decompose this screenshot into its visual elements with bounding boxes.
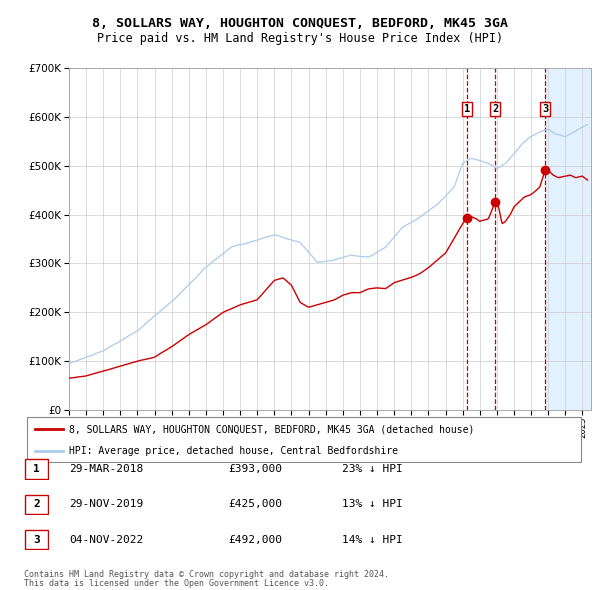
- Text: Contains HM Land Registry data © Crown copyright and database right 2024.: Contains HM Land Registry data © Crown c…: [24, 570, 389, 579]
- Text: 8, SOLLARS WAY, HOUGHTON CONQUEST, BEDFORD, MK45 3GA (detached house): 8, SOLLARS WAY, HOUGHTON CONQUEST, BEDFO…: [69, 424, 474, 434]
- Text: 2: 2: [33, 500, 40, 509]
- Text: 3: 3: [542, 104, 548, 114]
- Text: 04-NOV-2022: 04-NOV-2022: [69, 535, 143, 545]
- Text: 29-MAR-2018: 29-MAR-2018: [69, 464, 143, 474]
- Text: 14% ↓ HPI: 14% ↓ HPI: [342, 535, 403, 545]
- FancyBboxPatch shape: [25, 460, 48, 478]
- Text: 8, SOLLARS WAY, HOUGHTON CONQUEST, BEDFORD, MK45 3GA: 8, SOLLARS WAY, HOUGHTON CONQUEST, BEDFO…: [92, 17, 508, 30]
- Text: £393,000: £393,000: [228, 464, 282, 474]
- Text: 13% ↓ HPI: 13% ↓ HPI: [342, 500, 403, 509]
- Text: HPI: Average price, detached house, Central Bedfordshire: HPI: Average price, detached house, Cent…: [69, 446, 398, 456]
- Text: 29-NOV-2019: 29-NOV-2019: [69, 500, 143, 509]
- Text: 1: 1: [464, 104, 470, 114]
- Text: 23% ↓ HPI: 23% ↓ HPI: [342, 464, 403, 474]
- Text: 3: 3: [33, 535, 40, 545]
- Text: This data is licensed under the Open Government Licence v3.0.: This data is licensed under the Open Gov…: [24, 579, 329, 588]
- Text: 1: 1: [33, 464, 40, 474]
- FancyBboxPatch shape: [25, 530, 48, 549]
- Bar: [545, 68, 591, 410]
- Text: £425,000: £425,000: [228, 500, 282, 509]
- FancyBboxPatch shape: [25, 495, 48, 514]
- Text: £492,000: £492,000: [228, 535, 282, 545]
- Text: Price paid vs. HM Land Registry's House Price Index (HPI): Price paid vs. HM Land Registry's House …: [97, 32, 503, 45]
- FancyBboxPatch shape: [27, 417, 581, 462]
- Text: 2: 2: [492, 104, 499, 114]
